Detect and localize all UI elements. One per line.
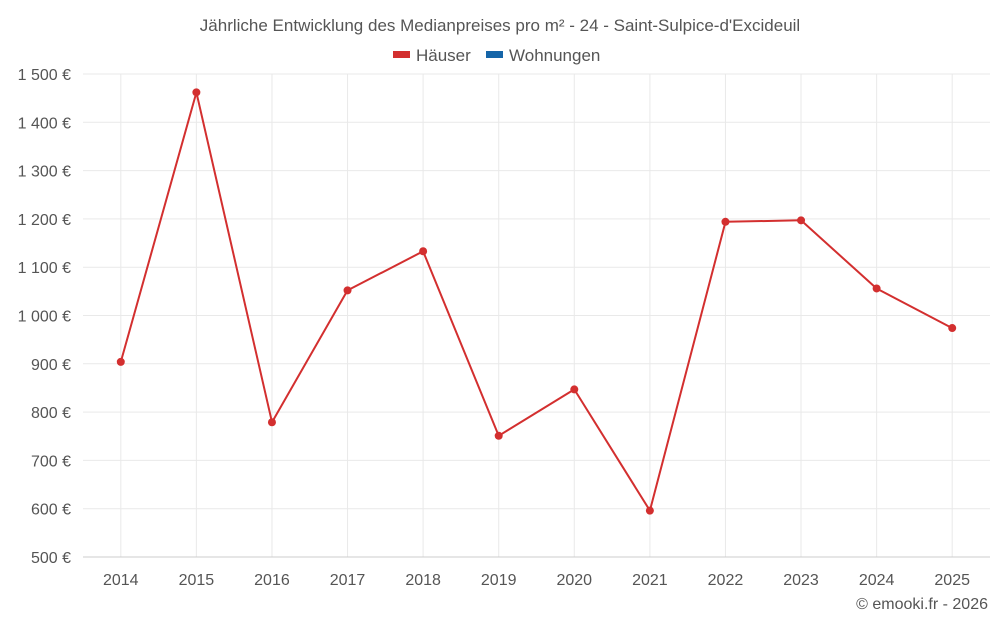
series-lines — [119, 91, 953, 512]
data-point-2016[interactable] — [267, 418, 276, 427]
x-tick-label: 2014 — [103, 572, 139, 589]
y-tick-label: 800 € — [31, 405, 71, 422]
data-point-2017[interactable] — [343, 286, 352, 295]
data-point-2022[interactable] — [721, 217, 730, 226]
legend-swatch-haeuser — [393, 51, 410, 58]
y-tick-label: 1 500 € — [18, 67, 71, 84]
x-tick-label: 2018 — [405, 572, 441, 589]
legend-label-haeuser[interactable]: Häuser — [416, 46, 471, 65]
chart-title: Jährliche Entwicklung des Medianpreises … — [200, 16, 800, 35]
data-point-2024[interactable] — [872, 284, 881, 293]
y-tick-label: 900 € — [31, 357, 71, 374]
x-tick-label: 2016 — [254, 572, 290, 589]
x-tick-label: 2021 — [632, 572, 668, 589]
y-tick-label: 600 € — [31, 502, 71, 519]
data-point-2015[interactable] — [192, 88, 201, 97]
data-point-2014[interactable] — [116, 357, 125, 366]
series-line-0 — [119, 91, 953, 512]
y-gridlines — [83, 73, 990, 558]
data-point-2019[interactable] — [494, 431, 503, 440]
credit-text[interactable]: © emooki.fr - 2026 — [856, 596, 988, 613]
x-axis-tick-labels: 2014 2015 2016 2017 2018 2019 2020 2021 2022 2023… — [103, 572, 970, 589]
y-axis-tick-labels: 500 € 600 € 700 € 800 € 900 € 1 000 € 1 100 € 1… — [18, 67, 71, 567]
x-tick-label: 2020 — [556, 572, 592, 589]
legend-label-wohnungen[interactable]: Wohnungen — [509, 46, 600, 65]
y-tick-label: 1 400 € — [18, 115, 71, 132]
data-point-2023[interactable] — [797, 216, 806, 225]
x-tick-label: 2022 — [708, 572, 744, 589]
data-point-2021[interactable] — [645, 506, 654, 515]
x-tick-label: 2025 — [934, 572, 970, 589]
y-tick-label: 500 € — [31, 550, 71, 567]
y-tick-label: 1 300 € — [18, 164, 71, 181]
x-gridlines — [120, 74, 953, 557]
legend: Häuser Wohnungen — [393, 46, 600, 65]
y-tick-label: 1 000 € — [18, 309, 71, 326]
y-tick-label: 1 100 € — [18, 260, 71, 277]
x-tick-label: 2019 — [481, 572, 517, 589]
x-tick-label: 2017 — [330, 572, 366, 589]
x-tick-label: 2015 — [179, 572, 215, 589]
data-point-2018[interactable] — [419, 247, 428, 256]
legend-swatch-wohnungen — [486, 51, 503, 58]
series-points — [116, 88, 957, 515]
data-point-2025[interactable] — [948, 324, 957, 333]
x-tick-label: 2023 — [783, 572, 819, 589]
x-tick-label: 2024 — [859, 572, 895, 589]
data-point-2020[interactable] — [570, 385, 579, 394]
y-tick-label: 1 200 € — [18, 212, 71, 229]
y-tick-label: 700 € — [31, 453, 71, 470]
